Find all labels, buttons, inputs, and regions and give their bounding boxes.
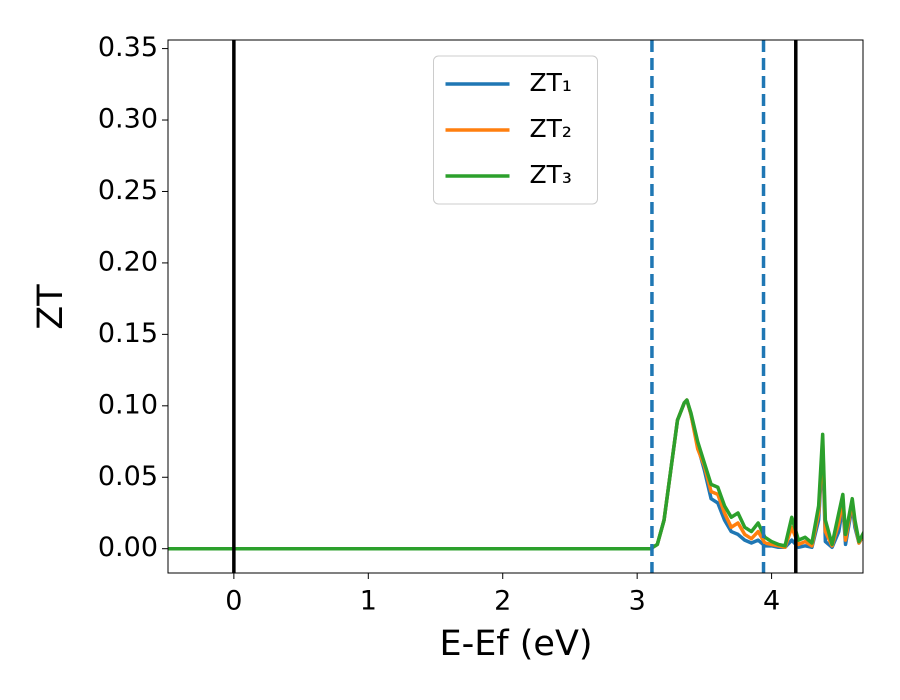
x-tick-label: 2	[494, 586, 511, 617]
y-tick-label: 0.20	[98, 246, 158, 277]
x-axis-label: E-Ef (eV)	[439, 624, 592, 664]
y-tick-label: 0.30	[98, 104, 158, 135]
y-tick-label: 0.10	[98, 389, 158, 420]
x-tick-label: 4	[763, 586, 780, 617]
x-tick-label: 1	[360, 586, 377, 617]
legend-box	[433, 55, 598, 205]
x-tick-label: 3	[629, 586, 646, 617]
legend-label: ZT₁	[530, 68, 572, 97]
series-line	[168, 398, 863, 551]
y-tick-label: 0.15	[98, 318, 158, 349]
x-tick-label: 0	[225, 586, 242, 617]
y-tick-label: 0.05	[98, 461, 158, 492]
plot-frame	[167, 39, 864, 574]
plot-area	[168, 40, 863, 573]
y-axis-label: ZT	[31, 284, 71, 330]
y-tick-label: 0.35	[98, 32, 158, 63]
y-tick-label: 0.25	[98, 175, 158, 206]
legend-label: ZT₃	[530, 160, 572, 189]
legend-label: ZT₂	[530, 114, 572, 143]
y-tick-label: 0.00	[98, 532, 158, 563]
